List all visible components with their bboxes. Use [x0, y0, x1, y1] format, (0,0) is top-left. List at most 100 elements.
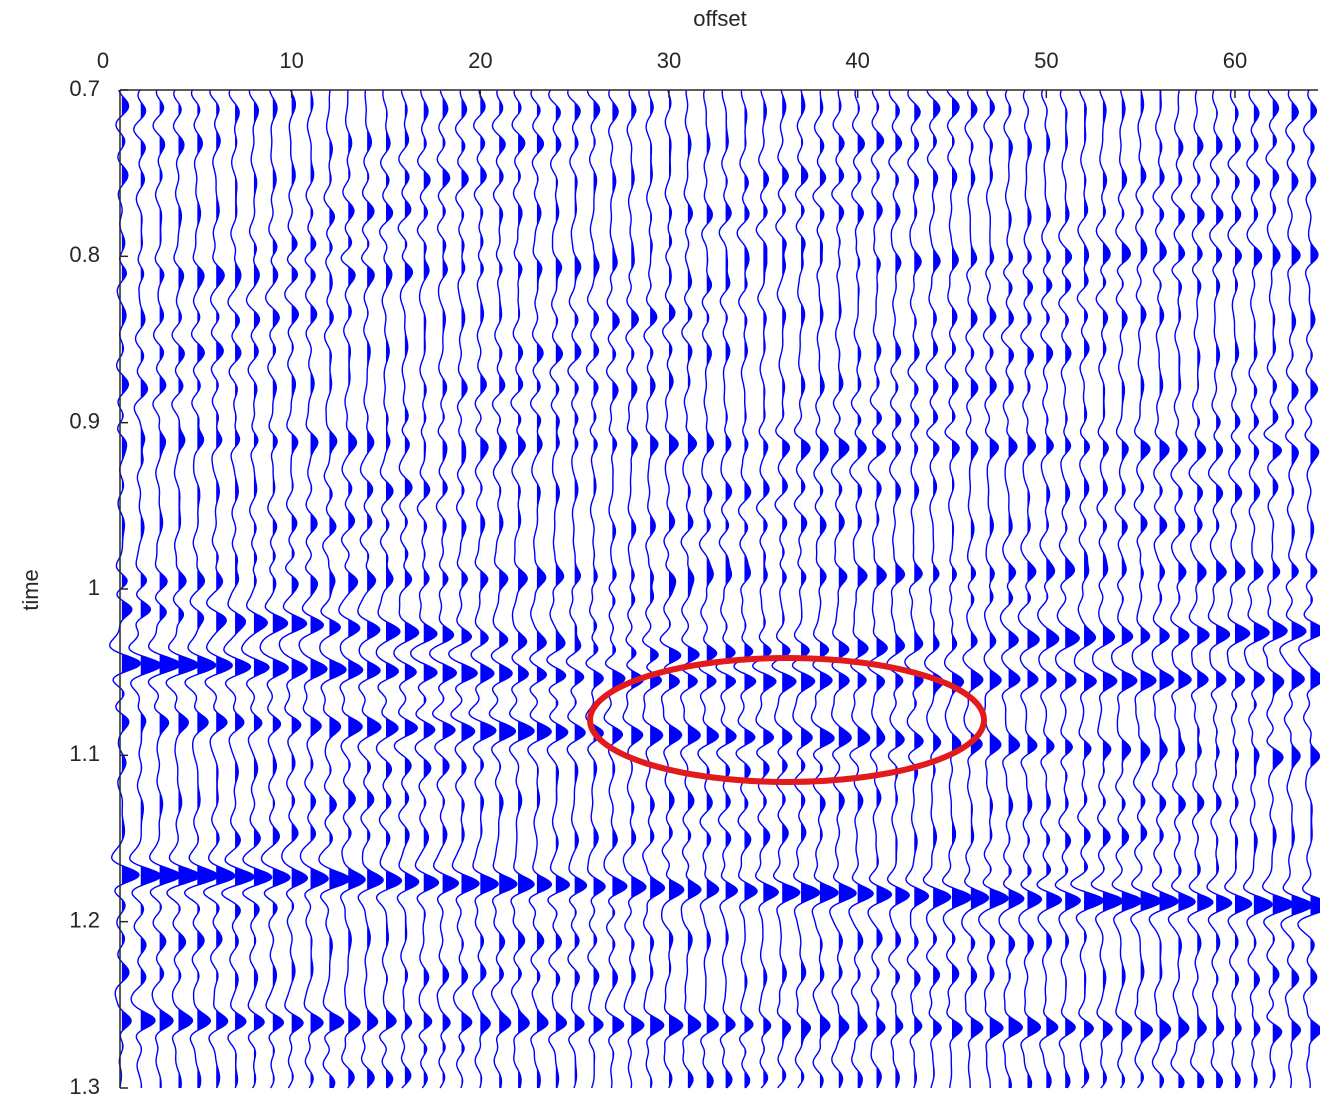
trace: [202, 89, 236, 1089]
trace-line: [1297, 89, 1320, 1088]
trace-line: [771, 89, 801, 1089]
trace-line: [679, 89, 702, 1089]
trace-line: [259, 89, 291, 1089]
trace: [165, 89, 201, 1089]
trace-line: [697, 89, 720, 1089]
trace: [1206, 89, 1233, 1089]
trace-fill: [593, 90, 606, 1088]
trace: [791, 89, 821, 1089]
trace-fill: [895, 90, 910, 1088]
trace-fill: [253, 90, 272, 1088]
trace-fill: [838, 90, 857, 1088]
x-tick-label: 60: [1223, 48, 1247, 73]
trace-line: [165, 89, 201, 1089]
trace-fill: [1121, 90, 1142, 1088]
trace: [259, 89, 291, 1089]
trace: [1054, 89, 1081, 1089]
trace: [904, 89, 930, 1089]
trace-line: [447, 89, 480, 1089]
trace: [1224, 89, 1253, 1089]
trace: [221, 89, 255, 1089]
trace-fill: [857, 90, 874, 1088]
trace: [546, 89, 571, 1089]
trace: [508, 89, 535, 1089]
trace-fill: [612, 90, 627, 1088]
y-tick-label: 0.8: [69, 242, 100, 267]
trace: [468, 89, 499, 1089]
trace-fill: [291, 90, 308, 1088]
trace: [679, 89, 702, 1089]
trace: [1090, 89, 1124, 1089]
trace-line: [240, 89, 273, 1089]
trace-line: [298, 89, 329, 1089]
trace-line: [848, 89, 874, 1089]
trace: [1111, 89, 1143, 1089]
trace: [603, 89, 628, 1089]
trace-line: [565, 89, 588, 1089]
trace: [1261, 89, 1295, 1089]
y-tick-label: 1: [88, 575, 100, 600]
trace-line: [791, 89, 821, 1089]
x-tick-label: 30: [657, 48, 681, 73]
trace: [622, 89, 647, 1089]
trace-fill: [310, 90, 329, 1088]
trace: [733, 89, 758, 1089]
trace-fill: [536, 90, 552, 1088]
trace-fill: [518, 90, 534, 1088]
y-tick-label: 0.9: [69, 408, 100, 433]
trace-fill: [763, 90, 779, 1088]
trace-line: [585, 90, 606, 1089]
trace: [961, 89, 990, 1088]
trace: [867, 90, 893, 1089]
trace-line: [1224, 89, 1253, 1089]
trace-line: [546, 89, 571, 1089]
trace-line: [603, 89, 628, 1089]
trace-line: [1187, 89, 1214, 1089]
trace: [848, 89, 874, 1089]
trace-line: [488, 89, 518, 1089]
trace-line: [961, 89, 990, 1088]
trace-line: [1070, 89, 1105, 1089]
trace: [1297, 89, 1320, 1088]
trace-line: [357, 89, 384, 1089]
trace: [1130, 89, 1162, 1089]
highlight-ellipse: [587, 655, 987, 785]
trace-line: [829, 89, 857, 1089]
trace-line: [183, 89, 219, 1089]
trace: [1148, 90, 1179, 1089]
trace-line: [508, 89, 535, 1089]
trace-fill: [461, 90, 479, 1088]
trace: [1242, 89, 1273, 1089]
trace: [240, 89, 273, 1089]
trace: [1167, 89, 1196, 1089]
trace-line: [922, 89, 952, 1089]
trace-line: [1148, 90, 1179, 1089]
trace-fill: [914, 90, 929, 1088]
trace: [128, 89, 163, 1089]
trace-fill: [404, 90, 419, 1088]
y-tick-label: 1.1: [69, 741, 100, 766]
trace-line: [941, 89, 973, 1089]
x-axis-label: offset: [693, 6, 746, 31]
trace-line: [886, 89, 911, 1089]
trace-fill: [1253, 90, 1273, 1088]
trace: [393, 89, 420, 1089]
y-tick-label: 1.3: [69, 1074, 100, 1099]
trace: [585, 90, 606, 1089]
trace-line: [202, 89, 236, 1089]
trace: [829, 89, 857, 1089]
x-tick-label: 40: [845, 48, 869, 73]
trace-line: [641, 89, 666, 1089]
trace-line: [1090, 89, 1124, 1089]
trace-line: [147, 89, 182, 1089]
trace: [697, 89, 720, 1089]
trace-line: [1036, 89, 1063, 1089]
traces: [108, 89, 1320, 1089]
trace-fill: [480, 90, 499, 1088]
trace: [409, 90, 440, 1089]
trace-fill: [801, 90, 820, 1088]
trace-line: [409, 90, 440, 1089]
trace-fill: [725, 90, 738, 1088]
trace-line: [659, 89, 685, 1089]
